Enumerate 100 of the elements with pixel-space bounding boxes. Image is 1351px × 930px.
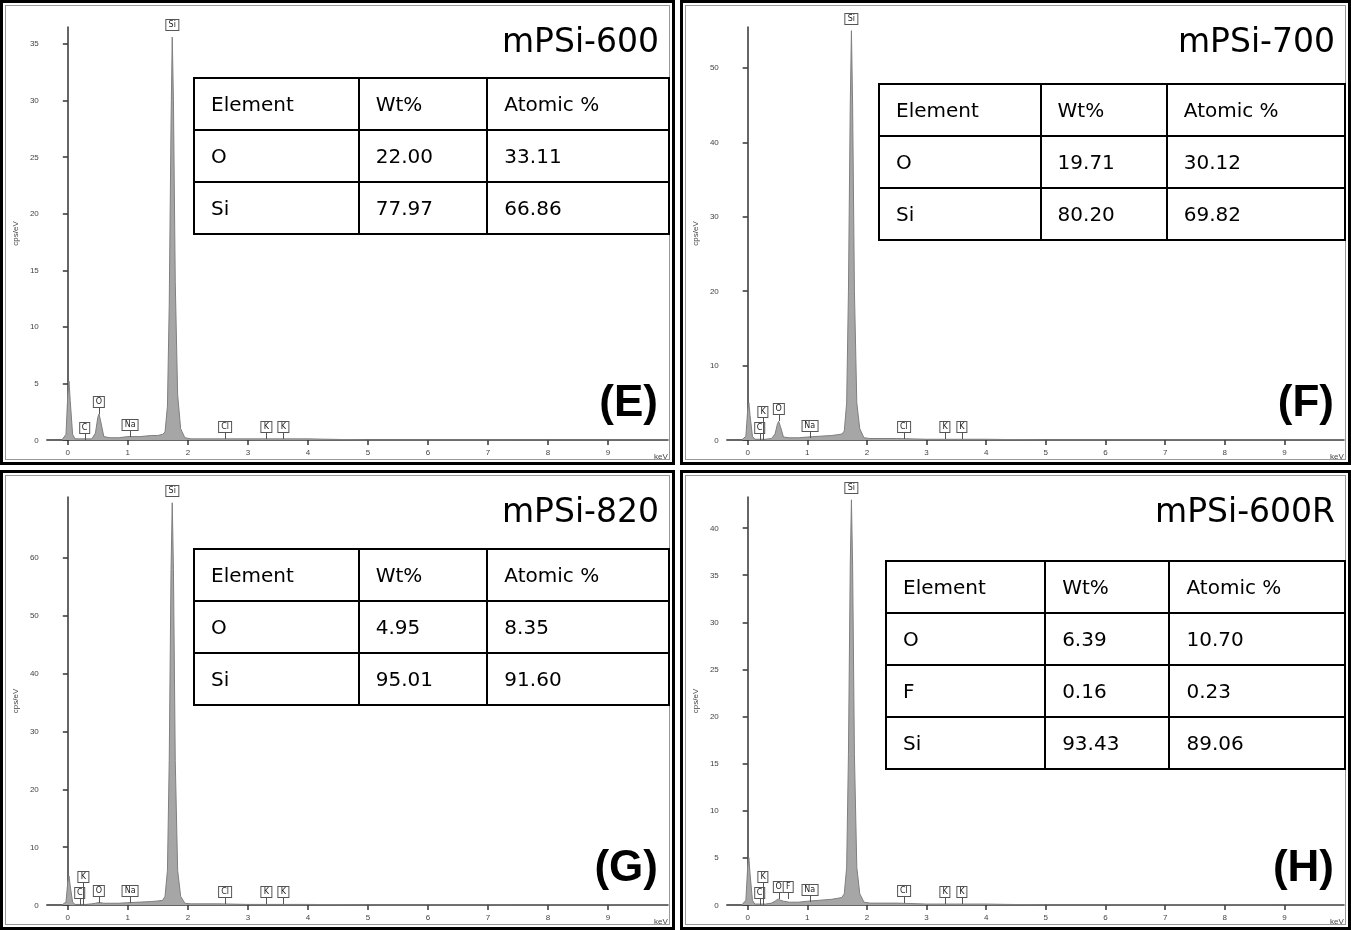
- annotation: Wt%: [358, 549, 488, 601]
- annotation: K: [260, 886, 273, 899]
- annotation: Element: [194, 549, 359, 601]
- x-tick-label: 1: [125, 912, 131, 922]
- annotation: 19.71: [1040, 136, 1167, 188]
- annotation: K: [757, 871, 769, 883]
- x-tick-label: 1: [805, 912, 811, 922]
- y-tick-label: 0: [714, 435, 720, 445]
- annotation: C: [753, 422, 766, 434]
- x-tick-label: 4: [305, 912, 311, 922]
- annotation: Cl: [897, 885, 911, 898]
- y-tick-label: 20: [29, 784, 40, 794]
- y-tick-label: 50: [29, 611, 40, 621]
- annotation: F: [886, 665, 1046, 717]
- annotation: Cl: [897, 420, 911, 433]
- annotation: (G): [594, 841, 658, 891]
- y-tick-label: 30: [709, 212, 720, 222]
- annotation: 30.12: [1166, 136, 1345, 188]
- y-tick-label: 35: [709, 570, 720, 580]
- annotation: O: [772, 881, 785, 894]
- annotation: Si: [165, 484, 179, 497]
- y-tick-label: 0: [34, 900, 40, 910]
- annotation: O: [92, 884, 106, 897]
- y-axis-title: cps/eV: [10, 220, 20, 246]
- y-tick-label: 10: [29, 842, 40, 852]
- annotation: 80.20: [1040, 188, 1167, 240]
- annotation: 0.16: [1045, 665, 1170, 717]
- annotation: Na: [801, 884, 819, 897]
- y-tick-label: 20: [709, 286, 720, 296]
- x-tick-label: 1: [805, 447, 811, 457]
- x-tick-label: 0: [745, 447, 751, 457]
- annotation: Na: [121, 418, 139, 431]
- x-tick-label: 2: [864, 447, 870, 457]
- annotation: Wt%: [1040, 84, 1167, 136]
- annotation: K: [77, 871, 90, 883]
- annotation: C: [74, 887, 86, 899]
- x-axis-title: keV: [654, 451, 669, 461]
- annotation: 8.35: [487, 601, 669, 653]
- annotation: Atomic %: [1166, 84, 1345, 136]
- annotation: 22.00: [358, 130, 488, 182]
- x-tick-label: 5: [365, 447, 371, 457]
- x-tick-label: 3: [245, 447, 251, 457]
- x-axis-title: keV: [654, 916, 669, 926]
- x-tick-label: 2: [185, 447, 191, 457]
- x-tick-label: 9: [605, 912, 611, 922]
- y-tick-label: 15: [709, 759, 720, 769]
- annotation: 77.97: [358, 182, 488, 234]
- x-tick-label: 5: [365, 912, 371, 922]
- annotation: 93.43: [1045, 717, 1170, 769]
- annotation: C: [78, 422, 91, 434]
- annotation: 95.01: [358, 653, 488, 705]
- chart-title: mPSi-600R: [1155, 491, 1336, 530]
- x-tick-label: 5: [1043, 912, 1049, 922]
- x-axis-title: keV: [1330, 916, 1345, 926]
- annotation: Na: [121, 885, 139, 898]
- annotation: Si: [165, 19, 179, 32]
- x-tick-label: 3: [924, 447, 930, 457]
- annotation: K: [757, 406, 769, 418]
- x-tick-label: 3: [245, 912, 251, 922]
- x-tick-label: 4: [983, 912, 989, 922]
- x-tick-label: 7: [485, 912, 491, 922]
- annotation: F: [782, 881, 794, 894]
- x-tick-label: 6: [1103, 912, 1109, 922]
- annotation: K: [939, 421, 951, 434]
- annotation: Wt%: [1045, 561, 1170, 613]
- x-tick-label: 2: [864, 912, 870, 922]
- y-axis-title: cps/eV: [690, 220, 700, 246]
- x-tick-label: 9: [1282, 447, 1288, 457]
- annotation: 89.06: [1169, 717, 1345, 769]
- annotation: Atomic %: [487, 78, 669, 130]
- y-tick-label: 5: [34, 378, 40, 388]
- annotation: O: [194, 130, 359, 182]
- y-tick-label: 30: [29, 96, 40, 106]
- annotation: Wt%: [358, 78, 488, 130]
- annotation: K: [956, 886, 968, 899]
- y-tick-label: 30: [709, 617, 720, 627]
- chart-title: mPSi-700: [1177, 21, 1336, 60]
- y-tick-label: 20: [29, 209, 40, 219]
- x-tick-label: 1: [125, 447, 131, 457]
- annotation: 91.60: [487, 653, 669, 705]
- annotation: Element: [879, 84, 1041, 136]
- annotation: 4.95: [358, 601, 488, 653]
- x-tick-label: 0: [65, 447, 71, 457]
- annotation: C: [753, 887, 766, 899]
- y-tick-label: 40: [709, 137, 720, 147]
- annotation: 6.39: [1045, 613, 1170, 665]
- x-tick-label: 7: [1162, 912, 1168, 922]
- annotation: Atomic %: [1169, 561, 1345, 613]
- annotation: Cl: [218, 420, 232, 433]
- annotation: 10.70: [1169, 613, 1345, 665]
- x-tick-label: 9: [605, 447, 611, 457]
- y-tick-label: 40: [709, 523, 720, 533]
- x-tick-label: 6: [425, 447, 431, 457]
- annotation: K: [277, 886, 289, 899]
- annotation: Na: [801, 419, 819, 432]
- y-tick-label: 0: [714, 900, 720, 910]
- annotation: Si: [194, 182, 359, 234]
- annotation: O: [92, 395, 106, 408]
- y-tick-label: 50: [709, 63, 720, 73]
- x-tick-label: 7: [1162, 447, 1168, 457]
